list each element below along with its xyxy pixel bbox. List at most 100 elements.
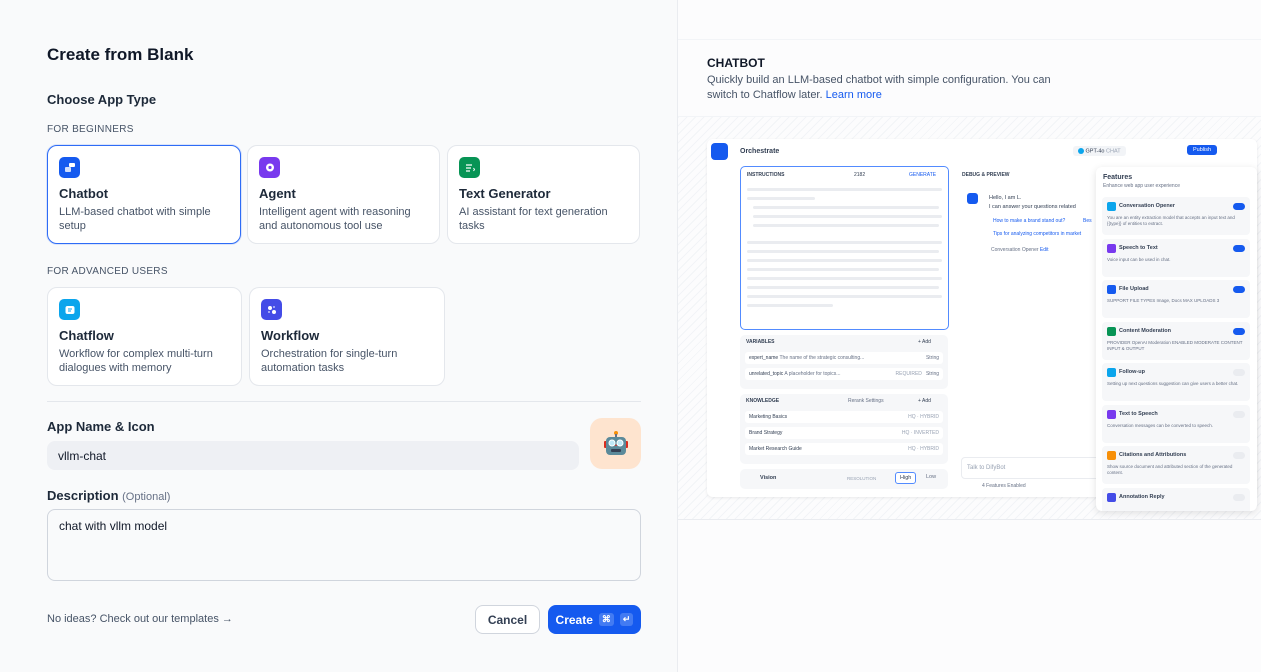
app-type-workflow[interactable]: Workflow Orchestration for single-turn a… [249,287,445,386]
feature-desc: Setting up next questions suggestion can… [1107,381,1239,386]
app-logo-icon [711,143,728,160]
app-name-label: App Name & Icon [47,419,155,434]
model-selector: GPT-4o CHAT [1073,146,1126,157]
app-type-desc: AI assistant for text generation tasks [459,206,608,232]
rerank-settings: Rerank Settings [848,398,884,404]
feature-toggle [1233,493,1245,501]
features-enabled: 4 Features Enabled [982,483,1026,489]
feature-toggle [1233,410,1245,418]
app-type-text-generator[interactable]: Text Generator AI assistant for text gen… [447,145,640,244]
bot-avatar [967,193,978,204]
cancel-button[interactable]: Cancel [475,605,540,634]
features-title: Features [1103,174,1133,181]
var-type: String [925,355,939,361]
app-type-chatflow[interactable]: Chatflow Workflow for complex multi-turn… [47,287,242,386]
kb-name: Market Research Guide [749,446,802,452]
chatbot-icon [59,157,80,178]
feature-toggle [1233,369,1245,376]
agent-icon [259,157,280,178]
feature-icon [1107,326,1116,336]
description-textarea[interactable]: chat with vllm model [47,509,641,581]
vision-label: Vision [760,475,777,481]
preview-image: Orchestrate GPT-4o CHAT Publish INSTRUCT… [678,116,1261,520]
feature-name: Citations and Attributions [1119,452,1187,458]
feature-icon [1107,202,1116,211]
instr-count: 2182 [854,172,866,178]
feature-name: Text to Speech [1119,410,1158,417]
chat-input: Talk to DifyBot [961,457,1111,479]
opener-label: Conversation Opener [991,247,1039,253]
templates-link[interactable]: No ideas? Check out our templates → [47,613,233,625]
variables-label: VARIABLES [746,339,775,345]
chatflow-icon [59,299,80,320]
app-type-name: Agent [259,186,296,201]
workflow-icon [261,299,282,320]
suggested-question: Tips for analyzing competitors in market [993,231,1082,237]
instructions-box: INSTRUCTIONS 2182 GENERATE [740,166,949,330]
app-icon-picker[interactable] [590,418,641,469]
model-name: GPT-4o [1085,148,1105,155]
feature-item: Annotation Reply [1102,487,1250,511]
learn-more-link[interactable]: Learn more [825,89,882,101]
optional-hint: (Optional) [122,491,171,503]
preview-title: CHATBOT [707,56,765,70]
feature-item: Speech to Text Voice input can be used in… [1102,238,1250,277]
app-type-chatbot[interactable]: Chatbot LLM-based chatbot with simple se… [47,145,241,244]
orchestrate-title: Orchestrate [740,148,780,155]
kb-tag: HQ · HYBRID [908,414,939,420]
enter-key-icon: ↵ [619,613,634,626]
feature-name: Content Moderation [1119,327,1171,334]
var-name: expert_name [749,355,779,361]
var-desc: The name of the strategic consulting... [779,355,865,361]
knowledge-section: KNOWLEDGE Rerank Settings + Add Marketin… [740,394,948,464]
resolution-label: RESOLUTION [847,476,877,481]
description-label: Description (Optional) [47,488,170,503]
add-knowledge: + Add [918,398,931,404]
vision-section: Vision RESOLUTION High Low [740,469,948,489]
kb-name: Marketing Basics [749,414,788,420]
model-tag: CHAT [1106,148,1121,155]
feature-desc: You are an entity extraction model that … [1107,215,1235,226]
divider [47,401,641,402]
feature-icon [1107,285,1116,294]
create-button[interactable]: Create ⌘ ↵ [548,605,641,634]
feature-icon [1107,409,1116,419]
kb-tag: HQ · HYBRID [908,446,939,452]
page-title: Create from Blank [47,45,194,64]
feature-desc: PROVIDER OpenAI Moderation ENABLED MODER… [1107,339,1243,351]
feature-name: Speech to Text [1119,244,1158,251]
choose-type-label: Choose App Type [47,92,157,107]
suggested-question: How to make a brand stand out? [993,218,1066,224]
suggested-question-truncated: Bes [1083,218,1092,224]
preview-panel: CHATBOT Quickly build an LLM-based chatb… [677,0,1261,672]
feature-icon [1107,243,1116,253]
preview-desc-text: Quickly build an LLM-based chatbot with … [707,74,1051,101]
feature-item: Citations and Attributions Show source do… [1102,446,1250,484]
high-option: High [895,472,917,484]
feature-name: Conversation Opener [1119,203,1175,209]
feature-item: File Upload SUPPORT FILE TYPES Image, Doc… [1102,280,1250,318]
var-tag: REQUIRED [895,371,922,377]
feature-toggle [1233,244,1245,252]
feature-item: Content Moderation PROVIDER OpenAI Modera… [1102,321,1250,360]
create-label: Create [555,612,593,627]
feature-toggle [1233,286,1245,293]
bot-greeting: Hello, I am L. [989,195,1022,201]
app-type-desc: Intelligent agent with reasoning and aut… [259,206,411,232]
opener-edit: Edit [1039,247,1049,253]
features-subtitle: Enhance web app user experience [1103,183,1180,189]
app-name-input[interactable]: vllm-chat [47,441,579,470]
description-label-text: Description [47,488,119,503]
var-type: String [925,371,939,377]
feature-icon [1107,492,1116,502]
app-type-name: Text Generator [459,186,551,201]
feature-icon [1107,451,1116,460]
feature-name: File Upload [1119,286,1149,292]
generate-button: GENERATE [909,172,937,178]
robot-icon [603,430,628,455]
debug-preview-label: DEBUG & PREVIEW [962,172,1010,178]
var-name: unrelated_topic [749,371,784,377]
kb-tag: HQ · INVERTED [901,430,939,436]
app-type-agent[interactable]: Agent Intelligent agent with reasoning a… [247,145,440,244]
advanced-label: FOR ADVANCED USERS [47,266,168,277]
